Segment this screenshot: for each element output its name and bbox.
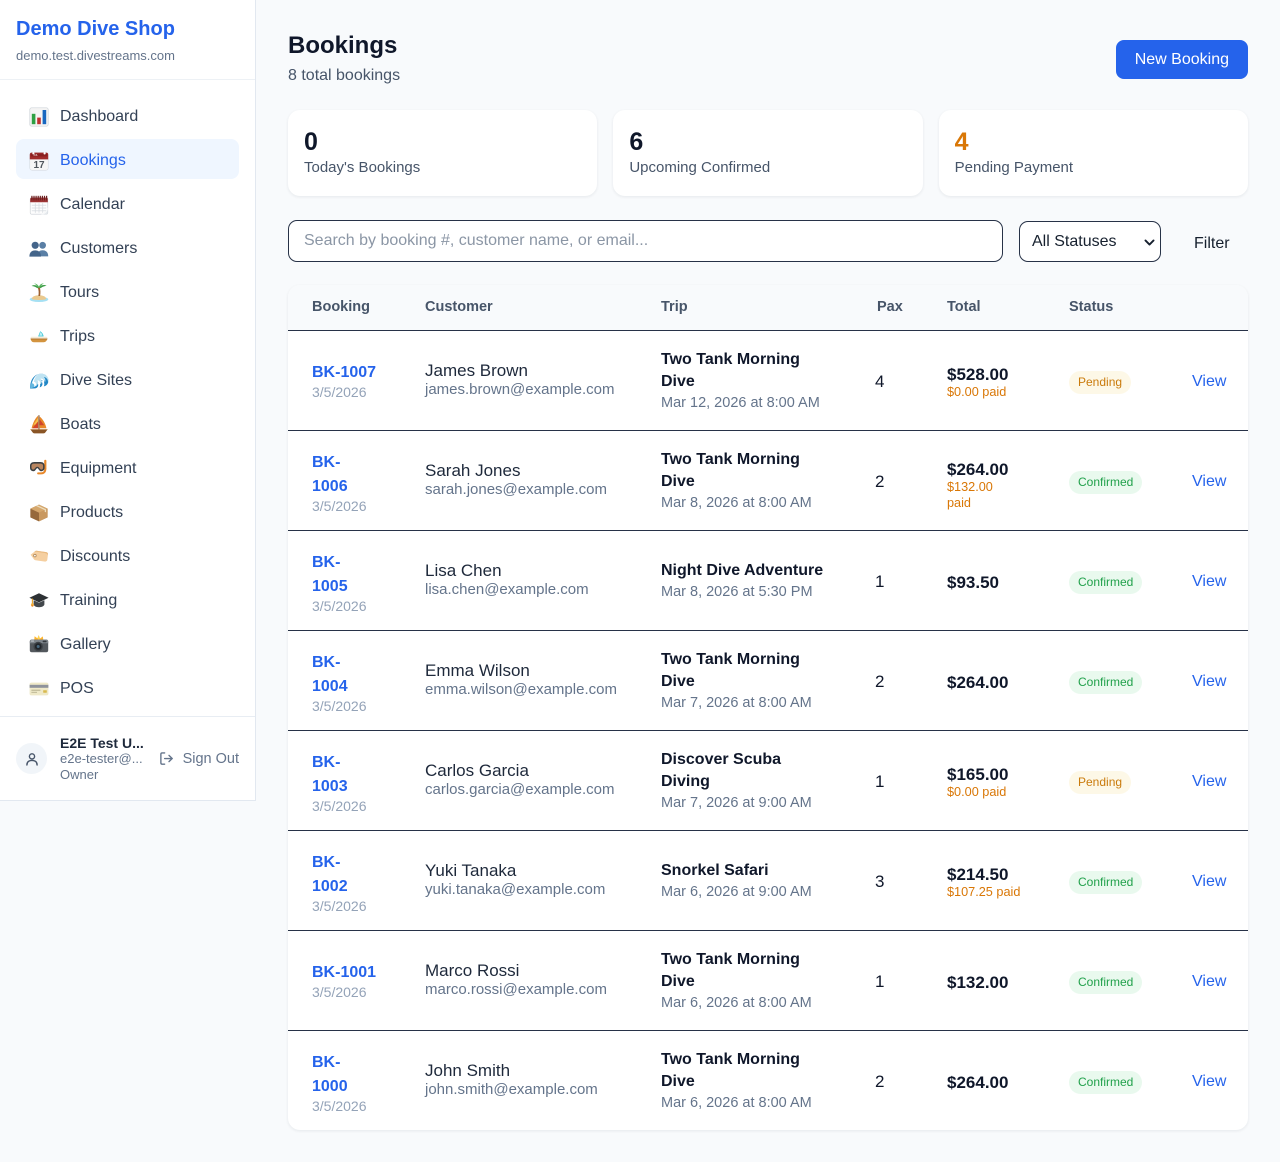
svg-text:17: 17 <box>33 160 45 171</box>
svg-text:JUL: JUL <box>33 154 38 157</box>
